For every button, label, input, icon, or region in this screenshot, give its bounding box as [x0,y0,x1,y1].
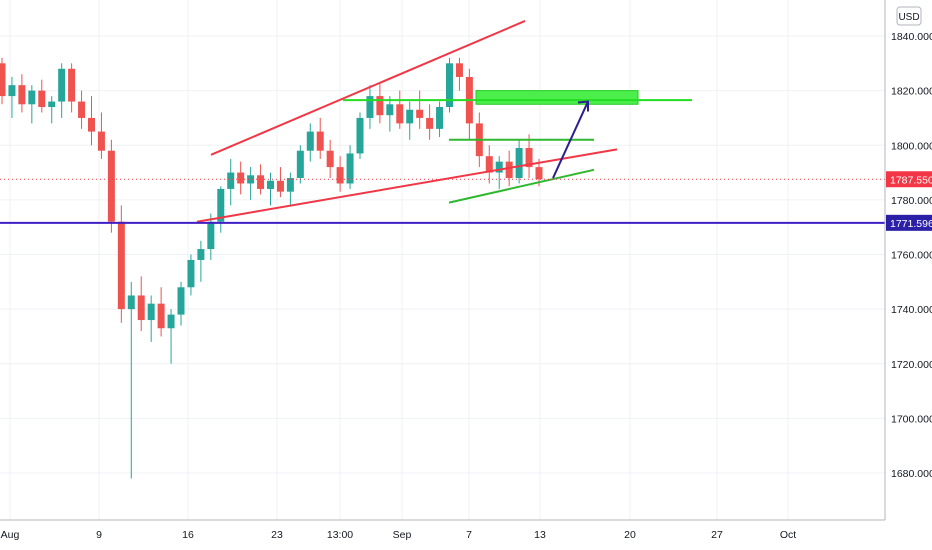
candle-body [8,85,16,97]
candle-body [336,167,344,184]
price-tick-label: 1720.000 [891,359,932,371]
candle-body [426,117,434,129]
candle-body [147,303,155,321]
candle-body [78,101,86,118]
price-tags: 1787.550 1771.596 [886,171,932,231]
candle-body [386,104,394,116]
time-tick-label: 7 [466,529,472,541]
price-tick-label: 1820.000 [891,86,932,98]
candle-body [326,150,334,168]
candle-body [88,117,95,132]
candle-body [117,221,125,310]
candle-body [505,161,513,179]
candlestick-series [0,57,543,479]
candle-body [18,85,26,105]
candle-body [485,156,493,173]
time-tick-label: 9 [96,529,102,541]
price-tick-label: 1800.000 [891,140,932,152]
price-tag [886,214,932,231]
candle-body [455,63,463,77]
time-tick-label: 23 [271,529,283,541]
arrow-shaft [552,101,589,179]
candle-body [286,178,294,192]
candle-body [316,131,324,151]
candle-body [207,221,215,250]
candle-body [107,150,115,222]
candle-body [306,131,314,151]
candle-body [38,90,46,108]
price-tick-label: 1780.000 [891,195,932,207]
grid-lines [0,0,885,520]
candle-body [197,249,205,260]
price-tag-label: 1771.596 [890,218,932,230]
candle-body [276,180,284,192]
time-tick-label: 13:00 [327,529,353,541]
candle-body [157,303,165,329]
candle-body [28,90,36,105]
candle-body [376,96,384,116]
drawing-layer [0,20,885,224]
time-tick-label: 27 [711,529,723,541]
candle-body [525,147,533,168]
arrow-head [577,100,589,112]
time-tick-label: 16 [182,529,194,541]
candle-body [436,107,444,129]
candle-body [495,161,503,173]
candle-body [257,175,265,189]
candle-body [227,172,235,189]
currency-label: USD [898,12,919,23]
candle-body [446,63,453,108]
candle-body [217,188,225,222]
price-tag [886,171,932,188]
time-tick-label: Aug [1,529,20,541]
price-axis[interactable]: 1840.000 1820.000 1800.000 1780.000 1760.000… [891,31,932,480]
projection-arrow[interactable] [552,100,589,179]
candle-body [177,287,185,315]
green-rising-support-line[interactable] [448,168,595,204]
price-tick-label: 1840.000 [891,31,932,43]
time-tick-label: Oct [780,529,796,541]
wedge-lower-trendline[interactable] [196,148,618,223]
candle-body [0,63,6,97]
candle-body [97,131,105,151]
candle-body [58,68,66,102]
price-tick-label: 1740.000 [891,304,932,316]
candle-body [68,68,76,102]
resistance-zone[interactable] [475,90,639,105]
price-tick-label: 1760.000 [891,250,932,262]
candle-body [137,295,145,321]
time-axis[interactable]: Aug 9 16 23 13:00 Sep 7 13 20 27 Oct [1,529,797,541]
time-tick-label: 13 [534,529,546,541]
candle-body [247,175,255,184]
candle-body [515,147,523,179]
candle-body [48,101,56,108]
candle-body [416,109,424,118]
candle-body [406,109,414,124]
candle-body [396,104,404,124]
wedge-upper-trendline[interactable] [210,20,526,156]
candle-body [346,153,354,184]
currency-button[interactable]: USD [896,6,922,26]
price-tag-label: 1787.550 [890,174,932,186]
candle-body [267,180,274,189]
price-tick-label: 1700.000 [891,413,932,425]
time-tick-label: Sep [393,529,412,541]
candle-body [356,117,364,154]
time-tick-label: 20 [624,529,636,541]
candle-body [187,259,195,288]
candle-body [366,96,374,118]
candle-body [127,295,135,310]
price-tick-label: 1680.000 [891,468,932,480]
candle-body [296,150,304,179]
candle-body [535,167,543,180]
candle-body [237,172,245,184]
candle-body [167,314,175,329]
